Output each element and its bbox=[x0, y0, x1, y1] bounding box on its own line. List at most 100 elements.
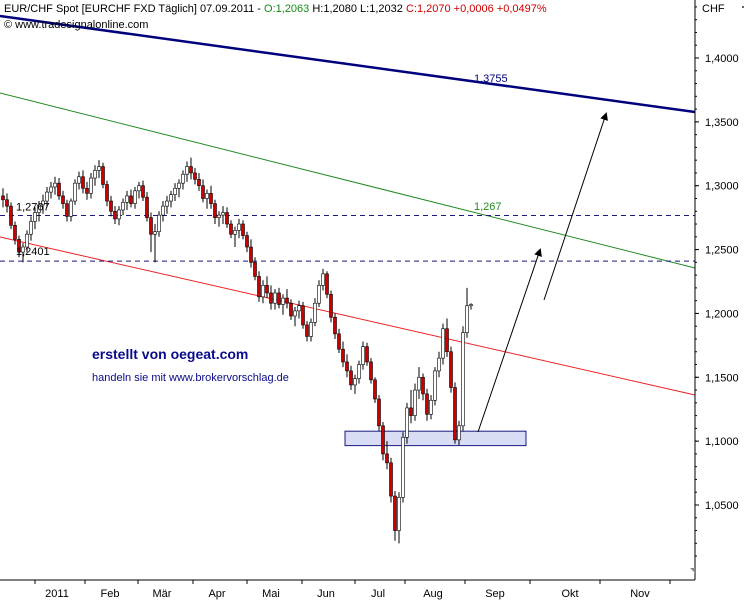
candle bbox=[413, 383, 417, 421]
down-candle-body bbox=[193, 172, 197, 180]
up-candle-body bbox=[77, 176, 81, 184]
candle bbox=[9, 202, 13, 230]
down-candle-body bbox=[113, 210, 117, 220]
down-candle-body bbox=[285, 297, 289, 304]
down-candle-body bbox=[197, 179, 201, 187]
up-candle-body bbox=[89, 177, 93, 194]
candle bbox=[185, 161, 189, 182]
down-candle-body bbox=[241, 223, 245, 236]
candle bbox=[229, 220, 233, 239]
candle bbox=[457, 420, 461, 445]
candle bbox=[149, 212, 153, 253]
down-candle-body bbox=[425, 393, 429, 415]
down-candle-body bbox=[365, 346, 369, 363]
x-axis-ticks: 2011 Feb Mär Apr Mai Jun Jul Aug Sep Okt Nov bbox=[34, 580, 671, 600]
up-candle-body bbox=[237, 223, 241, 231]
y-tick-label: 1,3000 bbox=[705, 181, 739, 193]
up-candle-body bbox=[417, 376, 421, 391]
up-candle-body bbox=[157, 214, 161, 232]
up-candle-body bbox=[313, 302, 317, 323]
x-tick-label: Jun bbox=[317, 588, 335, 600]
x-tick-label: Sep bbox=[485, 588, 505, 600]
y-tick-label: 1,2500 bbox=[705, 245, 739, 257]
up-candle-body bbox=[437, 357, 441, 372]
candle bbox=[289, 299, 293, 320]
y-tick-label: 1,3500 bbox=[705, 117, 739, 129]
candle bbox=[345, 354, 349, 378]
candle bbox=[29, 216, 33, 241]
candle bbox=[181, 170, 185, 190]
up-candle-body bbox=[293, 310, 297, 317]
candle bbox=[73, 179, 77, 205]
candle bbox=[113, 206, 117, 225]
middle-channel-line bbox=[0, 92, 696, 269]
candle bbox=[285, 289, 289, 309]
down-candle-body bbox=[229, 223, 233, 235]
down-candle-body bbox=[145, 196, 149, 218]
candle bbox=[65, 199, 69, 222]
up-candle-body bbox=[273, 292, 277, 304]
annotation-labels: 1,2767 1,2401 1,3755 1,267 bbox=[16, 73, 508, 258]
down-candle-body bbox=[201, 185, 205, 199]
down-candle-body bbox=[17, 239, 21, 253]
down-candle-body bbox=[445, 328, 449, 353]
candle bbox=[257, 271, 261, 302]
copyright-text: © www.tradesignalonline.com bbox=[4, 19, 149, 31]
down-candle-body bbox=[149, 217, 153, 235]
x-tick-label: 2011 bbox=[45, 588, 69, 600]
up-candle-body bbox=[221, 212, 225, 216]
up-candle-body bbox=[137, 185, 141, 192]
up-candle-body bbox=[465, 305, 469, 333]
candle bbox=[421, 373, 425, 401]
up-candle-body bbox=[25, 233, 29, 248]
up-candle-body bbox=[321, 273, 325, 286]
up-candle-body bbox=[429, 399, 433, 415]
up-candle-body bbox=[161, 205, 165, 216]
candle bbox=[109, 195, 113, 217]
trend-lines bbox=[0, 14, 696, 396]
candle bbox=[449, 346, 453, 393]
candle bbox=[141, 180, 145, 202]
candle bbox=[17, 235, 21, 258]
down-candle-body bbox=[101, 166, 105, 185]
up-candle-body bbox=[309, 322, 313, 337]
up-candle-body bbox=[353, 378, 357, 386]
up-candle-body bbox=[405, 407, 409, 438]
down-candle-body bbox=[225, 212, 229, 225]
candle bbox=[193, 167, 197, 185]
down-candle-body bbox=[373, 379, 377, 400]
candle bbox=[129, 189, 133, 208]
down-candle-body bbox=[421, 376, 425, 395]
up-candle-body bbox=[173, 187, 177, 195]
up-candle-body bbox=[461, 332, 465, 427]
up-candle-body bbox=[117, 209, 121, 220]
candle bbox=[49, 181, 53, 199]
down-candle-body bbox=[81, 176, 85, 189]
candle bbox=[433, 367, 437, 406]
down-candle-body bbox=[105, 184, 109, 202]
candle bbox=[217, 211, 221, 227]
candle bbox=[409, 390, 413, 424]
up-candle-body bbox=[53, 182, 57, 188]
candle bbox=[33, 207, 37, 230]
candle bbox=[417, 367, 421, 399]
candle bbox=[337, 328, 341, 354]
up-candle-body bbox=[153, 231, 157, 235]
down-candle-body bbox=[109, 200, 113, 212]
up-candle-body bbox=[441, 328, 445, 359]
y-tick-label: 1,2000 bbox=[705, 308, 739, 320]
up-candle-body bbox=[297, 305, 301, 312]
candle bbox=[397, 492, 401, 544]
down-candle-body bbox=[305, 324, 309, 337]
down-candle-body bbox=[65, 203, 69, 217]
candle bbox=[353, 374, 357, 394]
down-candle-body bbox=[85, 187, 89, 194]
down-candle-body bbox=[377, 398, 381, 427]
candle bbox=[125, 190, 129, 210]
up-candle-body bbox=[169, 194, 173, 202]
down-candle-body bbox=[449, 351, 453, 388]
candle bbox=[341, 341, 345, 368]
up-candle-body bbox=[45, 191, 49, 202]
candle bbox=[57, 178, 61, 200]
up-candle-body bbox=[133, 190, 137, 204]
